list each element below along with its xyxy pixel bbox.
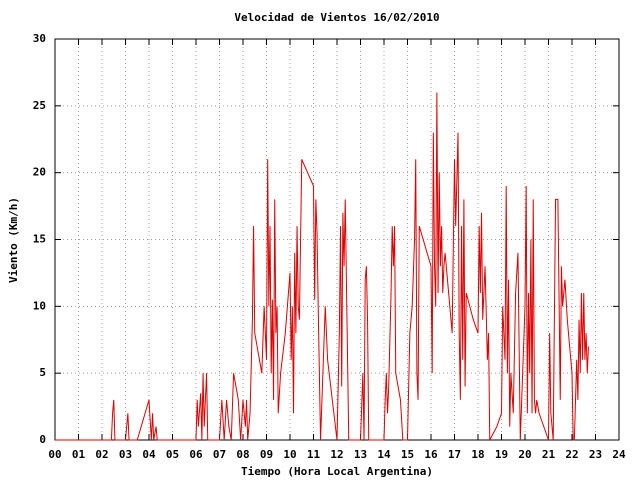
y-tick-label: 25 — [33, 99, 46, 112]
x-tick-label: 07 — [213, 448, 226, 461]
x-tick-label: 03 — [119, 448, 132, 461]
x-tick-label: 14 — [377, 448, 391, 461]
x-tick-label: 22 — [565, 448, 578, 461]
x-tick-label: 05 — [166, 448, 179, 461]
x-tick-label: 18 — [471, 448, 484, 461]
x-tick-label: 08 — [236, 448, 249, 461]
y-tick-label: 20 — [33, 166, 46, 179]
x-tick-label: 02 — [95, 448, 108, 461]
x-tick-label: 01 — [72, 448, 86, 461]
x-tick-label: 20 — [518, 448, 531, 461]
x-axis-label: Tiempo (Hora Local Argentina) — [241, 465, 433, 478]
x-tick-label: 16 — [424, 448, 438, 461]
x-tick-label: 19 — [495, 448, 508, 461]
x-tick-label: 23 — [589, 448, 602, 461]
x-tick-label: 17 — [448, 448, 461, 461]
x-tick-label: 10 — [283, 448, 296, 461]
x-tick-label: 09 — [260, 448, 273, 461]
y-tick-label: 15 — [33, 233, 46, 246]
chart-title: Velocidad de Vientos 16/02/2010 — [234, 11, 439, 24]
y-tick-label: 10 — [33, 299, 46, 312]
y-tick-label: 5 — [39, 366, 46, 379]
x-tick-label: 06 — [189, 448, 203, 461]
x-tick-label: 13 — [354, 448, 367, 461]
x-tick-label: 12 — [330, 448, 343, 461]
y-tick-label: 0 — [39, 433, 46, 446]
x-tick-label: 21 — [542, 448, 556, 461]
wind-line — [55, 92, 589, 441]
y-tick-label: 30 — [33, 32, 46, 45]
x-tick-label: 15 — [401, 448, 414, 461]
x-tick-label: 00 — [48, 448, 61, 461]
x-tick-label: 11 — [307, 448, 321, 461]
x-tick-label: 04 — [142, 448, 156, 461]
x-tick-label: 24 — [612, 448, 626, 461]
y-axis-label: Viento (Km/h) — [7, 197, 20, 283]
